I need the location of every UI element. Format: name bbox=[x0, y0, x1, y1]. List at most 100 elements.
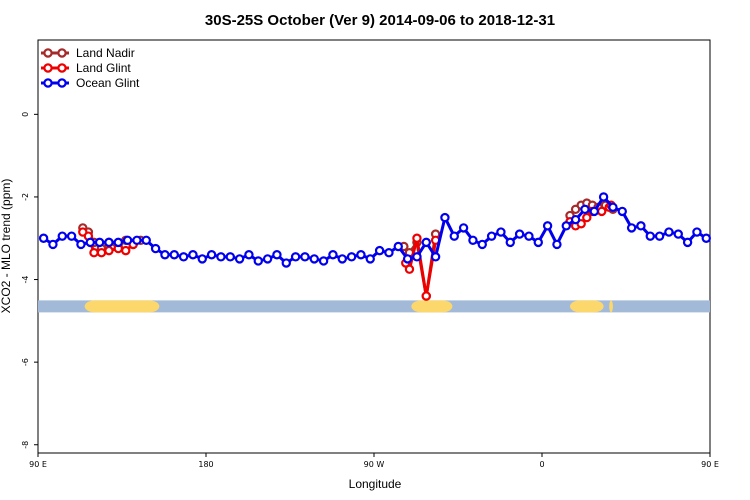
x-tick-label: 90 E bbox=[701, 460, 719, 469]
data-point-ocean-glint bbox=[132, 235, 142, 246]
y-tick-label: -6 bbox=[21, 358, 30, 366]
x-tick-label: 90 E bbox=[29, 460, 47, 469]
data-point-ocean-glint bbox=[104, 237, 114, 248]
data-point-ocean-glint bbox=[234, 254, 245, 264]
data-point-ocean-glint bbox=[421, 237, 431, 248]
data-point-ocean-glint bbox=[617, 206, 627, 217]
legend-item-land-glint: Land Glint bbox=[41, 61, 131, 75]
data-point-ocean-glint bbox=[309, 254, 319, 264]
data-point-ocean-glint bbox=[356, 250, 366, 260]
land-band-2 bbox=[570, 300, 604, 313]
data-point-ocean-glint bbox=[160, 250, 170, 260]
data-point-ocean-glint bbox=[244, 250, 254, 260]
data-point-ocean-glint bbox=[290, 252, 301, 262]
y-tick-label: 0 bbox=[21, 112, 30, 117]
data-point-ocean-glint bbox=[477, 239, 487, 250]
data-point-ocean-glint bbox=[272, 250, 282, 260]
data-point-ocean-glint bbox=[197, 254, 207, 264]
legend-marker bbox=[57, 63, 67, 73]
legend-item-land-nadir: Land Nadir bbox=[41, 46, 135, 60]
data-point-ocean-glint bbox=[300, 252, 310, 262]
data-point-ocean-glint bbox=[533, 237, 543, 248]
data-point-ocean-glint bbox=[673, 229, 683, 239]
data-point-land-glint bbox=[104, 245, 114, 256]
data-point-ocean-glint bbox=[458, 223, 469, 233]
data-point-ocean-glint bbox=[85, 237, 95, 248]
data-point-ocean-glint bbox=[328, 250, 338, 260]
data-point-ocean-glint bbox=[374, 245, 385, 256]
data-point-ocean-glint bbox=[216, 252, 226, 262]
data-point-ocean-glint bbox=[430, 252, 441, 262]
data-point-ocean-glint bbox=[318, 256, 329, 266]
y-tick-label: -8 bbox=[21, 441, 30, 449]
data-point-ocean-glint bbox=[589, 206, 599, 217]
data-point-ocean-glint bbox=[654, 231, 665, 241]
data-point-ocean-glint bbox=[626, 223, 637, 233]
data-point-ocean-glint bbox=[682, 237, 693, 248]
data-point-ocean-glint bbox=[346, 252, 357, 262]
data-point-ocean-glint bbox=[412, 252, 422, 262]
x-axis-label: Longitude bbox=[349, 477, 402, 491]
data-point-ocean-glint bbox=[664, 227, 674, 237]
legend-marker bbox=[57, 78, 67, 88]
land-band-3 bbox=[609, 300, 613, 313]
data-point-ocean-glint bbox=[169, 250, 179, 260]
surface-band bbox=[38, 300, 710, 313]
legend-marker bbox=[43, 63, 53, 73]
data-point-ocean-glint bbox=[505, 237, 515, 248]
legend-label: Land Nadir bbox=[76, 46, 135, 60]
x-tick-label: 90 W bbox=[364, 460, 385, 469]
data-point-ocean-glint bbox=[113, 237, 123, 248]
plot-frame bbox=[37, 39, 711, 454]
data-point-ocean-glint bbox=[598, 192, 609, 202]
data-point-ocean-glint bbox=[608, 202, 618, 212]
x-tick-label: 180 bbox=[198, 460, 213, 469]
data-point-land-glint bbox=[421, 291, 431, 301]
data-point-ocean-glint bbox=[38, 233, 49, 243]
data-point-land-glint bbox=[89, 247, 99, 258]
data-point-land-glint bbox=[121, 245, 131, 256]
chart-title: 30S-25S October (Ver 9) 2014-09-06 to 20… bbox=[205, 12, 555, 29]
data-point-land-glint bbox=[597, 206, 607, 217]
data-point-ocean-glint bbox=[337, 254, 347, 264]
data-point-ocean-glint bbox=[692, 227, 702, 237]
data-point-ocean-glint bbox=[281, 258, 291, 268]
data-point-ocean-glint bbox=[701, 233, 711, 243]
data-point-ocean-glint bbox=[393, 241, 403, 252]
legend-marker bbox=[43, 78, 53, 88]
data-point-ocean-glint bbox=[48, 239, 58, 250]
ocean-band bbox=[38, 300, 710, 313]
data-point-ocean-glint bbox=[449, 231, 459, 241]
data-point-ocean-glint bbox=[440, 212, 450, 223]
data-point-land-glint bbox=[96, 247, 107, 258]
data-point-land-glint bbox=[412, 233, 422, 243]
data-point-ocean-glint bbox=[188, 250, 198, 260]
data-point-ocean-glint bbox=[76, 239, 86, 250]
data-point-ocean-glint bbox=[486, 231, 497, 241]
data-point-ocean-glint bbox=[384, 247, 394, 258]
x-tick-label: 0 bbox=[539, 460, 544, 469]
data-point-ocean-glint bbox=[402, 254, 413, 264]
data-point-ocean-glint bbox=[94, 237, 105, 248]
y-axis: 0 -2 -4 -6 -8 bbox=[21, 112, 38, 449]
data-point-ocean-glint bbox=[570, 214, 581, 225]
data-point-ocean-glint bbox=[262, 254, 273, 264]
series-ocean-glint bbox=[38, 192, 711, 268]
data-point-ocean-glint bbox=[253, 256, 263, 266]
data-point-ocean-glint bbox=[178, 252, 189, 262]
data-point-ocean-glint bbox=[552, 239, 562, 250]
data-point-ocean-glint bbox=[150, 243, 161, 254]
data-point-land-glint bbox=[404, 264, 415, 274]
data-point-ocean-glint bbox=[524, 231, 534, 241]
x-axis: 90 E 180 90 W 0 90 E bbox=[29, 453, 719, 469]
legend-marker bbox=[43, 48, 53, 58]
data-point-ocean-glint bbox=[206, 250, 217, 260]
y-tick-label: -4 bbox=[21, 276, 30, 284]
data-point-ocean-glint bbox=[645, 231, 655, 241]
land-band-1 bbox=[411, 300, 453, 313]
data-point-ocean-glint bbox=[225, 252, 235, 262]
legend-marker bbox=[57, 48, 67, 58]
series-layer bbox=[38, 192, 711, 301]
